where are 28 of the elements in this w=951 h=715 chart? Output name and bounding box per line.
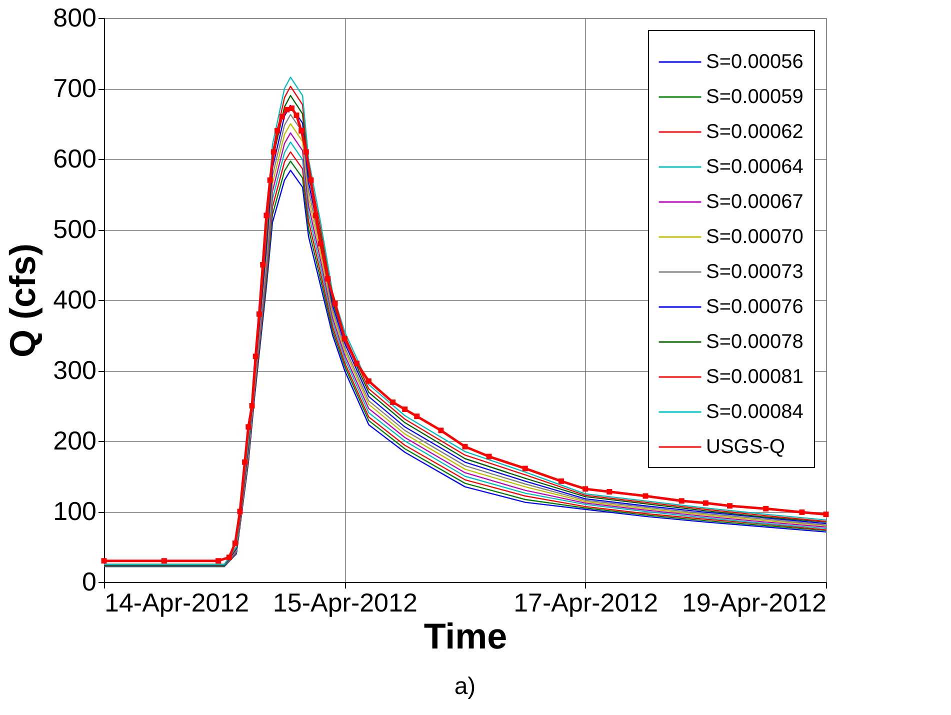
legend-label: S=0.00078 bbox=[706, 331, 804, 353]
y-tick-label: 100 bbox=[53, 496, 96, 526]
text: a) bbox=[454, 673, 476, 700]
y-tick-label: 300 bbox=[53, 355, 96, 385]
legend-label: S=0.00073 bbox=[706, 261, 804, 283]
y-tick-label: 800 bbox=[53, 2, 96, 32]
legend-label: S=0.00070 bbox=[706, 226, 804, 248]
legend-label: S=0.00084 bbox=[706, 401, 804, 423]
x-tick-label: 15-Apr-2012 bbox=[272, 588, 418, 618]
legend-label: S=0.00056 bbox=[706, 51, 804, 73]
legend-label: S=0.00062 bbox=[706, 121, 804, 143]
y-tick-label: 0 bbox=[82, 566, 96, 596]
legend-label: S=0.00067 bbox=[706, 191, 804, 213]
y-axis-title: Q (cfs) bbox=[2, 243, 44, 358]
y-tick-label: 600 bbox=[53, 144, 96, 174]
y-tick-label: 200 bbox=[53, 426, 96, 456]
x-axis-title: Time bbox=[424, 616, 508, 656]
legend-label: USGS-Q bbox=[706, 436, 785, 458]
legend-label: S=0.00081 bbox=[706, 366, 804, 388]
legend-label: S=0.00076 bbox=[706, 296, 804, 318]
legend-label: S=0.00064 bbox=[706, 156, 804, 178]
legend-label: S=0.00059 bbox=[706, 86, 804, 108]
y-tick-label: 700 bbox=[53, 73, 96, 103]
x-tick-label: 14-Apr-2012 bbox=[104, 588, 250, 618]
x-tick-label: 19-Apr-2012 bbox=[682, 588, 826, 618]
x-tick-label: 17-Apr-2012 bbox=[514, 588, 658, 618]
y-tick-label: 400 bbox=[53, 284, 96, 314]
y-tick-label: 500 bbox=[53, 214, 96, 244]
